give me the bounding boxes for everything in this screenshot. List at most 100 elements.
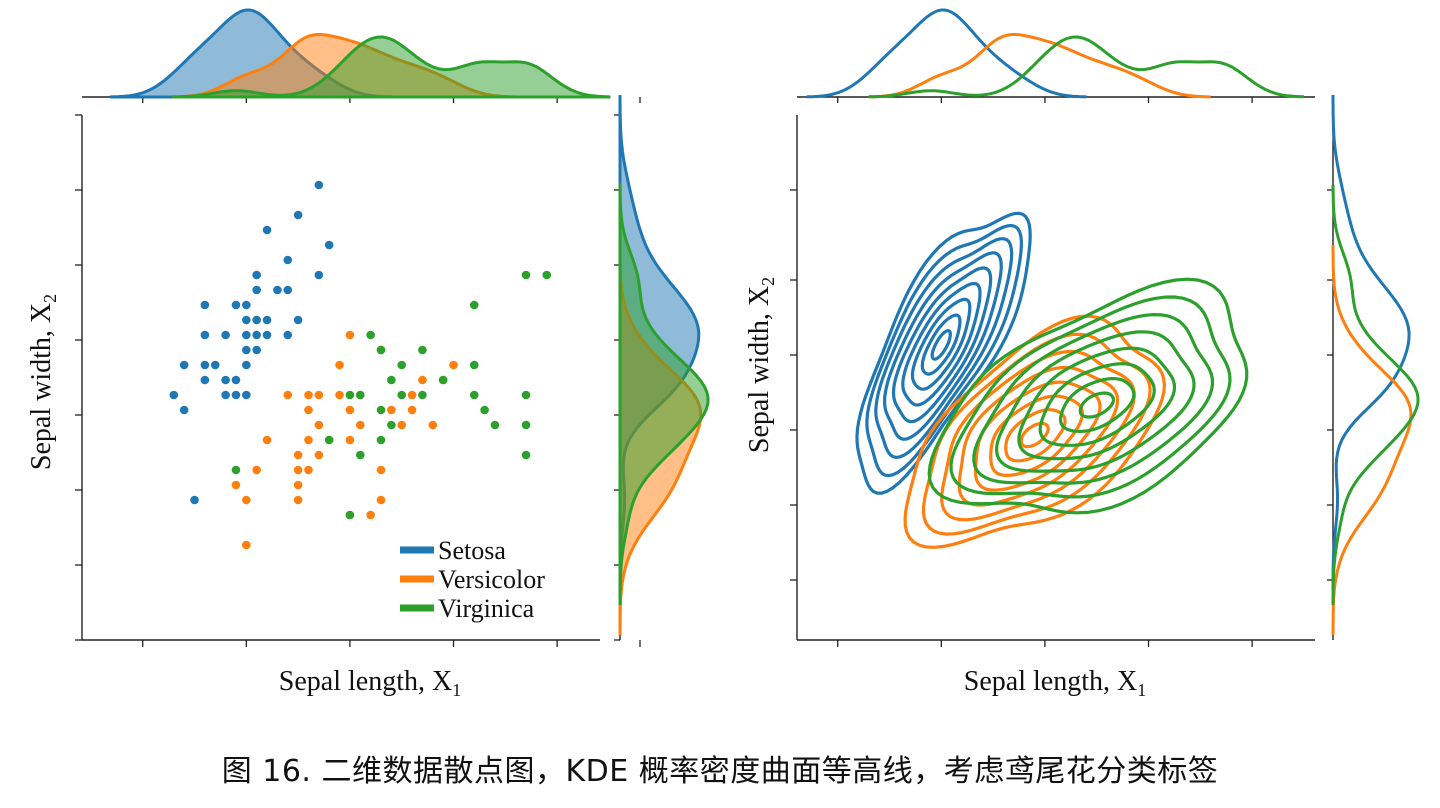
data-point-setosa [179,360,189,370]
data-point-setosa [252,315,261,325]
data-point-virginica [480,405,489,415]
data-point-virginica [521,390,531,400]
data-point-versicolor [397,420,407,430]
data-point-versicolor [293,450,303,460]
data-point-setosa [262,315,272,325]
contour-setosa [865,223,1024,478]
data-point-setosa [262,330,272,340]
data-point-versicolor [293,465,303,475]
top-kde-virginica [172,35,611,99]
data-point-versicolor [345,405,355,415]
contour-virginica [1058,377,1136,434]
data-point-virginica [355,450,365,460]
y-axis-label: Sepal width, X2 [26,294,60,470]
data-point-versicolor [304,465,313,475]
y-axis-label: Sepal width, X2 [744,277,778,453]
data-point-versicolor [407,405,417,415]
data-point-setosa [273,285,282,295]
data-point-setosa [200,375,210,385]
data-point-setosa [252,330,261,340]
data-point-setosa [252,270,261,280]
data-point-virginica [490,420,500,430]
data-point-virginica [469,360,479,370]
data-point-setosa [179,405,189,415]
contour-virginica [927,277,1249,515]
contour-virginica [972,312,1215,485]
data-point-virginica [355,390,365,400]
top-kde-versicolor [868,33,1211,99]
data-point-setosa [231,390,241,400]
data-point-versicolor [335,390,344,400]
data-point-versicolor [345,330,355,340]
data-point-virginica [397,360,407,370]
data-point-setosa [200,300,210,310]
legend-label-versicolor: Versicolor [438,565,545,594]
data-point-setosa [252,345,261,355]
data-point-versicolor [314,420,324,430]
data-point-setosa [314,270,324,280]
data-point-versicolor [407,390,417,400]
data-point-setosa [242,345,251,355]
data-point-setosa [252,285,261,295]
contour-versicolor [940,349,1136,522]
contour-setosa [855,211,1032,495]
right-kde-virginica [618,183,710,605]
data-point-virginica [376,435,386,445]
right-marginal-kde-lines [1327,95,1420,640]
contour-virginica [949,295,1232,499]
contour-setosa [901,281,982,407]
data-point-setosa [242,315,251,325]
data-point-setosa [231,375,241,385]
scatter-plot-area [75,114,641,647]
data-point-setosa [283,285,293,295]
data-point-setosa [293,315,303,325]
data-point-virginica [345,390,355,400]
data-point-versicolor [376,465,386,475]
data-point-setosa [242,360,251,370]
data-point-setosa [262,225,272,235]
contour-setosa [930,329,952,361]
data-point-setosa [200,330,210,340]
data-point-setosa [169,390,179,400]
data-point-versicolor [293,480,303,490]
top-marginal-kde [82,8,641,103]
data-point-versicolor [242,495,251,505]
right-panel-kde-contours: Sepal length, X1 Sepal width, X2 [744,8,1420,700]
data-point-versicolor [293,495,303,505]
data-point-versicolor [304,435,313,445]
data-point-setosa [283,330,293,340]
contour-setosa [891,266,993,424]
data-point-versicolor [314,450,324,460]
right-kde-setosa [1331,95,1411,590]
data-point-virginica [438,375,448,385]
data-point-versicolor [252,465,261,475]
left-panel-joint-scatter: Setosa Versicolor Virginica Sepal length… [26,8,710,700]
x-axis-label: Sepal length, X1 [279,666,461,700]
data-point-virginica [418,390,427,400]
data-point-virginica [521,450,531,460]
contour-setosa [920,313,962,376]
x-axis-label: Sepal length, X1 [964,666,1146,700]
data-point-virginica [469,390,479,400]
data-point-setosa [221,390,230,400]
data-point-setosa [324,240,334,250]
data-point-setosa [221,330,230,340]
contour-virginica [1017,346,1177,461]
data-point-versicolor [428,420,438,430]
data-point-setosa [293,210,303,220]
right-kde-versicolor [1331,245,1413,635]
data-point-setosa [190,495,199,505]
data-point-virginica [376,405,386,415]
data-point-virginica [542,270,552,280]
top-kde-virginica [868,35,1304,99]
contour-setosa [874,237,1014,460]
data-point-virginica [521,420,531,430]
data-point-versicolor [262,435,272,445]
contour-virginica [1038,362,1156,447]
data-point-versicolor [418,375,427,385]
top-kde-setosa [806,8,1087,99]
data-point-versicolor [283,390,293,400]
contour-setosa [882,251,1003,441]
data-point-setosa [221,375,230,385]
